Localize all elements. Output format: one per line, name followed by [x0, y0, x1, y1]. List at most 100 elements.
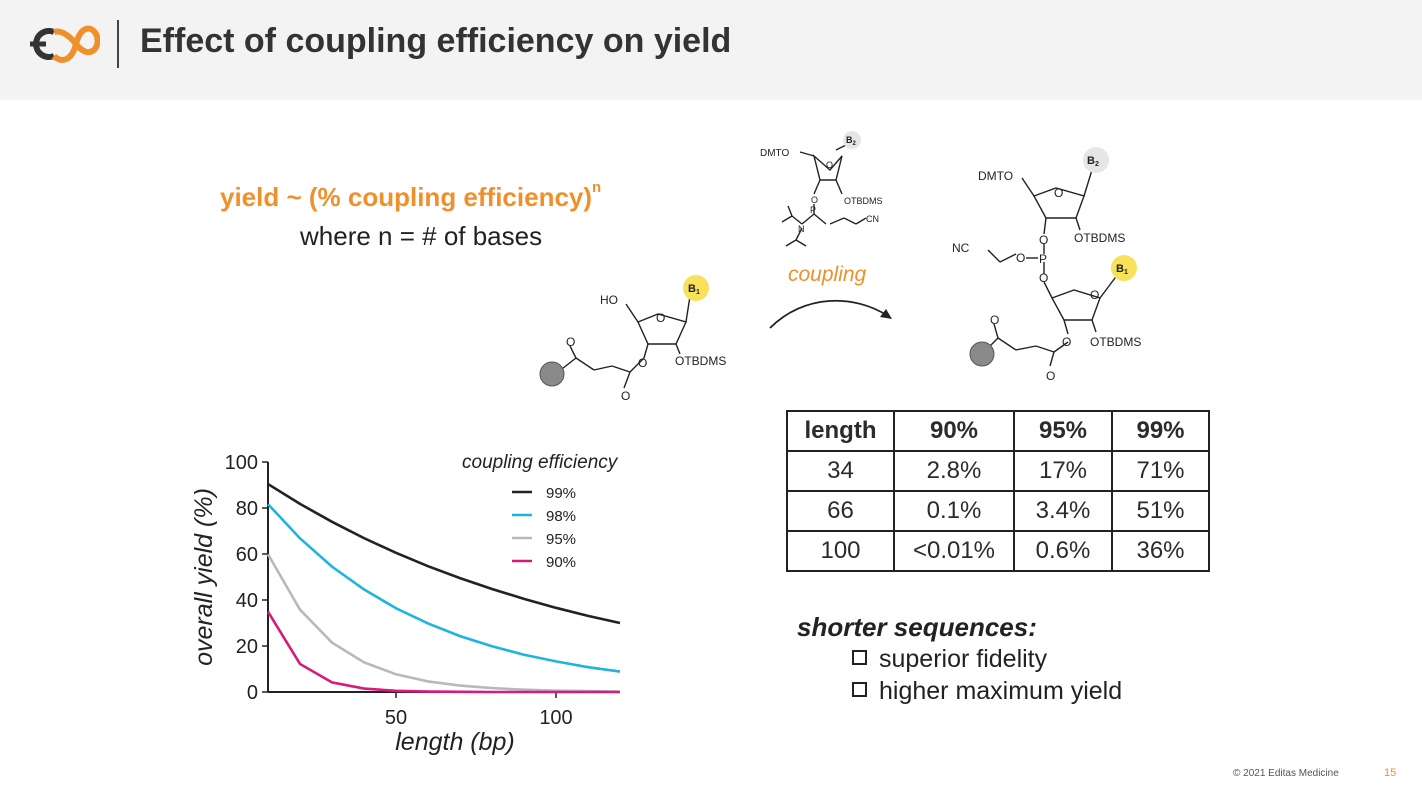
product-silyl-top: OTBDMS: [1074, 231, 1125, 245]
page-title: Effect of coupling efficiency on yield: [140, 22, 732, 60]
table-row: 100 <0.01% 0.6% 36%: [786, 530, 1210, 572]
yield-formula: yield ~ (% coupling efficiency)n: [220, 179, 602, 213]
chart-y-tick-label: 0: [247, 682, 258, 704]
table-header-90: 90%: [893, 410, 1015, 452]
table-cell: 71%: [1111, 450, 1210, 492]
checkbox-icon: [852, 682, 867, 697]
chart-series-line: [267, 503, 621, 673]
chart-x-axis-label: length (bp): [395, 728, 515, 756]
chart-y-tick-label: 100: [225, 452, 258, 474]
reagent-base-sub: 2: [853, 141, 857, 147]
support-base-letter: B: [688, 283, 696, 295]
product-base1: B1: [1116, 263, 1128, 276]
support-silyl: OTBDMS: [675, 354, 726, 368]
product-base1-letter: B: [1116, 263, 1124, 275]
table-cell: 3.4%: [1013, 490, 1113, 532]
reagent-base: B2: [846, 135, 857, 147]
table-cell: 17%: [1013, 450, 1113, 492]
chart-x-tick-label: 50: [385, 707, 407, 729]
page-number: 15: [1384, 767, 1397, 779]
reagent-phosphorus: P: [810, 205, 816, 215]
product-base2: B2: [1087, 155, 1099, 168]
product-ester-oxygen: O: [1062, 335, 1071, 349]
checkbox-icon: [852, 650, 867, 665]
support-base: B1: [688, 283, 700, 296]
reagent-base-letter: B: [846, 135, 853, 145]
table-cell: <0.01%: [893, 530, 1015, 572]
chart-legend-label: 99%: [546, 485, 576, 502]
chart-legend-title: coupling efficiency: [462, 452, 619, 473]
chart-y-tick-label: 80: [236, 498, 258, 520]
list-item: superior fidelity: [852, 645, 1047, 674]
product-dmto: DMTO: [978, 169, 1013, 183]
chart-series-line: [267, 482, 621, 625]
phosphoramidite-structure: DMTO B2 O OTBDMS O P N CN: [760, 131, 883, 247]
chart-series-line: [266, 553, 621, 693]
support-base-sub: 1: [696, 289, 700, 296]
yield-table: length 90% 95% 99% 34 2.8% 17% 71% 66 0.…: [786, 410, 1210, 572]
reagent-dmto: DMTO: [760, 148, 789, 159]
table-header-length: length: [786, 410, 895, 452]
table-cell: 34: [786, 450, 895, 492]
table-header-95: 95%: [1013, 410, 1113, 452]
table-cell: 100: [786, 530, 895, 572]
product-base2-sub: 2: [1095, 161, 1099, 168]
editas-logo-icon: [30, 25, 100, 63]
reagent-ring-oxygen: O: [826, 160, 833, 170]
support-linker-oxygen: O: [566, 335, 575, 349]
table-cell: 36%: [1111, 530, 1210, 572]
chart-y-tick-label: 60: [236, 544, 258, 566]
support-carbonyl-oxygen: O: [621, 389, 630, 403]
support-ring-oxygen: O: [656, 311, 665, 325]
chart-series-line: [266, 611, 620, 694]
table-row: 66 0.1% 3.4% 51%: [786, 490, 1210, 532]
yield-chart: coupling efficiency length (bp) overall …: [190, 452, 621, 756]
formula-exponent: n: [592, 179, 602, 197]
support-ester-oxygen: O: [638, 356, 647, 370]
table-cell: 0.1%: [893, 490, 1015, 532]
chart-legend-label: 90%: [546, 554, 576, 571]
product-silyl-bottom: OTBDMS: [1090, 335, 1141, 349]
product-phosphorus: P: [1039, 252, 1047, 266]
reagent-silyl: OTBDMS: [844, 196, 883, 206]
chart-legend-label: 95%: [546, 531, 576, 548]
product-base2-letter: B: [1087, 155, 1095, 167]
table-row: 34 2.8% 17% 71%: [786, 450, 1210, 492]
table-header-99: 99%: [1111, 410, 1210, 452]
reagent-nitrogen: N: [798, 224, 805, 234]
product-ring-oxygen: O: [1054, 186, 1063, 200]
slide-header: Effect of coupling efficiency on yield: [0, 0, 1422, 100]
formula-main: yield ~ (% coupling efficiency): [220, 182, 593, 212]
list-item: higher maximum yield: [852, 677, 1122, 706]
list-item-label: higher maximum yield: [879, 677, 1123, 705]
notes-heading: shorter sequences:: [797, 612, 1037, 642]
list-item-label: superior fidelity: [879, 645, 1048, 673]
dinucleotide-product-structure: DMTO O B2 OTBDMS NC O O P O B1 O OTBDMS …: [952, 147, 1141, 383]
table-cell: 51%: [1111, 490, 1210, 532]
logo-separator: [117, 20, 119, 68]
coupling-label: coupling: [788, 263, 867, 286]
support-nucleoside-structure: HO O B1 OTBDMS O O O: [539, 275, 726, 403]
chart-y-axis-label: overall yield (%): [190, 488, 218, 666]
chart-y-tick-label: 20: [236, 636, 258, 658]
support-hydroxyl: HO: [600, 293, 618, 307]
table-cell: 0.6%: [1013, 530, 1113, 572]
table-header-row: length 90% 95% 99%: [786, 410, 1210, 452]
product-nitrile: NC: [952, 241, 970, 255]
reaction-arrow: [769, 299, 892, 329]
product-phos-oxygen: O: [1039, 233, 1048, 247]
reagent-nitrile: CN: [866, 214, 879, 224]
product-ether-oxygen: O: [1016, 251, 1025, 265]
product-linker-oxygen: O: [990, 313, 999, 327]
product-ring-oxygen-2: O: [1090, 288, 1099, 302]
chart-y-tick-label: 40: [236, 590, 258, 612]
copyright-text: © 2021 Editas Medicine: [1233, 768, 1339, 779]
chart-legend-label: 98%: [546, 508, 576, 525]
formula-subtitle: where n = # of bases: [300, 221, 543, 251]
product-link-oxygen: O: [1039, 271, 1048, 285]
product-base1-sub: 1: [1124, 269, 1128, 276]
reagent-oxygen: O: [811, 195, 818, 205]
chart-x-tick-label: 100: [539, 707, 572, 729]
table-cell: 2.8%: [893, 450, 1015, 492]
table-cell: 66: [786, 490, 895, 532]
